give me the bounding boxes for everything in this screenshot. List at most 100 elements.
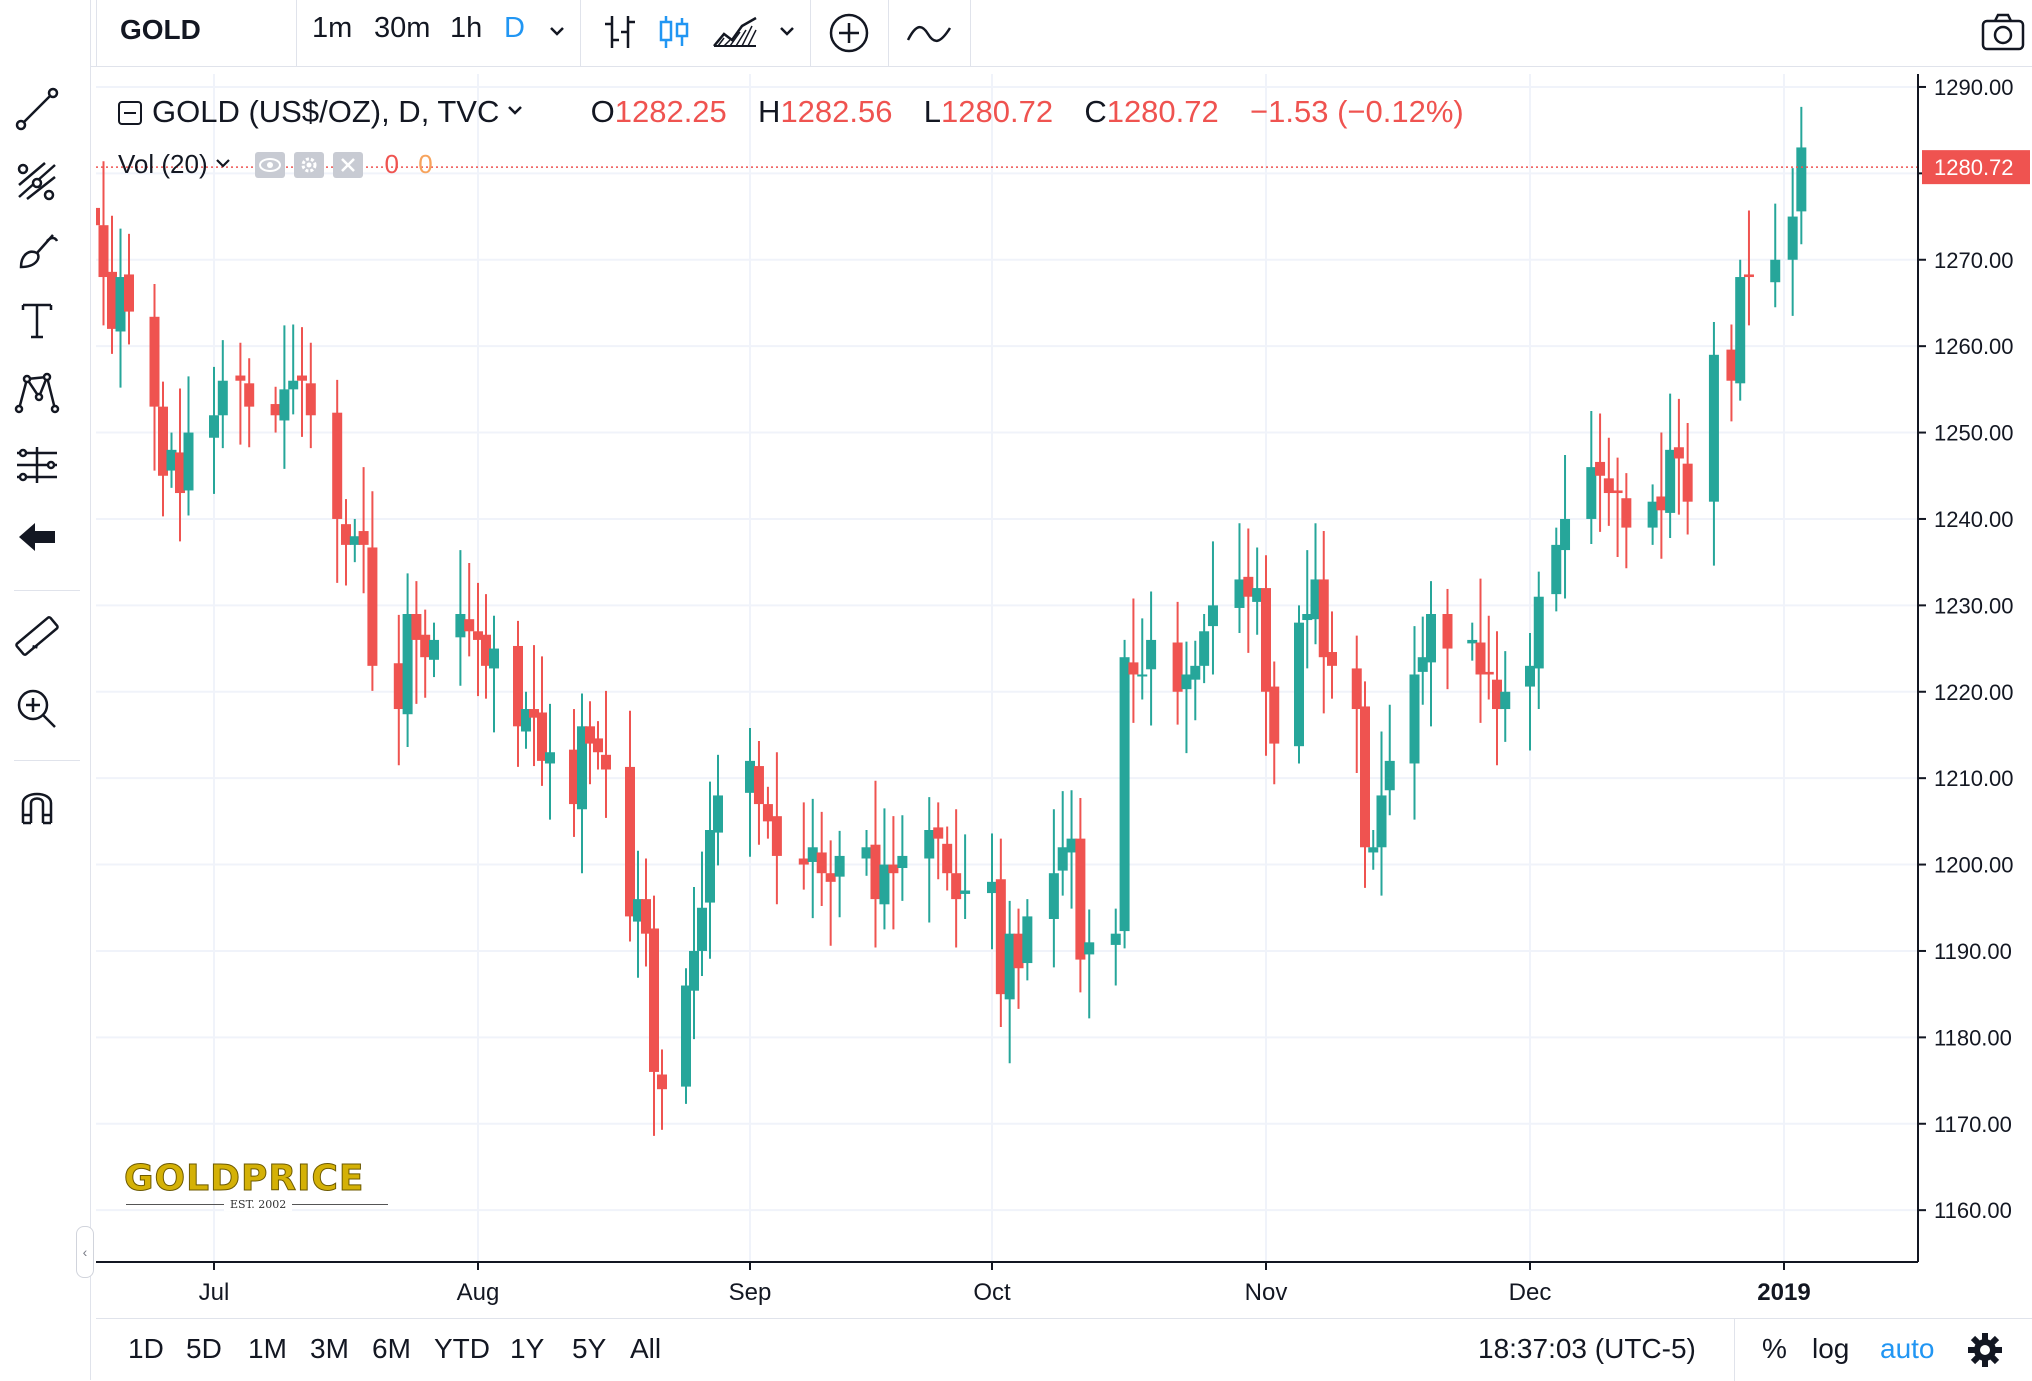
percent-scale-toggle[interactable]: % (1762, 1333, 1787, 1365)
candle-body[interactable] (745, 761, 755, 793)
candle-body[interactable] (817, 852, 827, 873)
candle-body[interactable] (455, 614, 465, 637)
timeframe-1h[interactable]: 1h (450, 12, 482, 45)
candle-body[interactable] (1049, 873, 1059, 919)
candle-body[interactable] (1058, 847, 1068, 870)
candle-body[interactable] (763, 804, 773, 821)
candle-body[interactable] (1665, 450, 1675, 513)
timeframe-dropdown-icon[interactable] (546, 20, 568, 42)
candle-body[interactable] (625, 767, 635, 916)
candle-body[interactable] (689, 951, 699, 991)
candle-body[interactable] (545, 752, 555, 763)
candle-body[interactable] (341, 524, 351, 545)
candle-body[interactable] (1595, 462, 1605, 476)
candle-body[interactable] (1243, 577, 1253, 597)
candle-body[interactable] (489, 649, 499, 669)
bar-chart-type-icon[interactable] (598, 10, 642, 54)
candle-body[interactable] (184, 433, 194, 491)
candle-body[interactable] (1377, 795, 1387, 847)
range-5d[interactable]: 5D (186, 1333, 222, 1365)
volume-settings-gear-icon[interactable] (294, 152, 324, 178)
volume-remove-close-icon[interactable] (333, 152, 363, 178)
candle-body[interactable] (1120, 657, 1130, 931)
candle-body[interactable] (429, 640, 439, 660)
candle-body[interactable] (1128, 662, 1138, 674)
candle-body[interactable] (826, 873, 836, 882)
candle-body[interactable] (1319, 579, 1329, 657)
candle-body[interactable] (1084, 942, 1094, 954)
candle-body[interactable] (1368, 847, 1378, 852)
chart-type-dropdown-icon[interactable] (776, 20, 798, 42)
range-1y[interactable]: 1Y (510, 1333, 544, 1365)
candle-body[interactable] (99, 225, 109, 277)
candle-body[interactable] (601, 755, 611, 770)
candle-body[interactable] (1261, 588, 1271, 692)
brush-icon[interactable] (8, 222, 66, 280)
range-3m[interactable]: 3M (310, 1333, 349, 1365)
range-ytd[interactable]: YTD (434, 1333, 490, 1365)
candle-body[interactable] (1022, 916, 1032, 963)
pattern-tool-icon[interactable] (8, 364, 66, 422)
collapse-toolbar-button[interactable]: ‹ (76, 1226, 94, 1278)
candle-body[interactable] (244, 383, 254, 406)
candle-body[interactable] (288, 381, 298, 390)
candle-body[interactable] (1199, 631, 1209, 666)
candle-body[interactable] (1426, 614, 1436, 662)
timeframe-30m[interactable]: 30m (374, 12, 430, 45)
candle-body[interactable] (951, 873, 961, 899)
candle-body[interactable] (593, 738, 603, 752)
range-all[interactable]: All (630, 1333, 661, 1365)
snapshot-camera-icon[interactable] (1978, 8, 2028, 58)
magnet-icon[interactable] (8, 778, 66, 836)
candle-body[interactable] (862, 847, 872, 858)
candle-body[interactable] (713, 795, 723, 832)
candle-body[interactable] (1744, 274, 1754, 277)
candle-body[interactable] (1294, 623, 1304, 747)
candle-body[interactable] (1327, 652, 1337, 666)
volume-label[interactable]: Vol (20) (118, 149, 208, 179)
candle-body[interactable] (1484, 672, 1494, 675)
candle-body[interactable] (1385, 761, 1395, 790)
volume-visibility-eye-icon[interactable] (255, 152, 285, 178)
candle-body[interactable] (681, 986, 691, 1087)
candle-body[interactable] (1621, 498, 1631, 527)
candle-body[interactable] (1269, 687, 1279, 744)
candle-body[interactable] (1014, 934, 1024, 969)
clock-timezone[interactable]: 18:37:03 (UTC-5) (1478, 1333, 1696, 1365)
volume-dropdown-icon[interactable] (214, 148, 232, 166)
candle-body[interactable] (808, 847, 818, 862)
candle-body[interactable] (1500, 692, 1510, 709)
candle-body[interactable] (879, 865, 889, 905)
zoom-in-icon[interactable] (8, 680, 66, 738)
candle-body[interactable] (1551, 545, 1561, 594)
candle-body[interactable] (1586, 467, 1596, 519)
arrow-left-icon[interactable] (8, 508, 66, 566)
candle-body[interactable] (1360, 706, 1370, 847)
candle-body[interactable] (1534, 597, 1544, 669)
auto-scale-toggle[interactable]: auto (1880, 1333, 1935, 1365)
candle-body[interactable] (1173, 643, 1183, 692)
candle-body[interactable] (235, 376, 245, 381)
compare-symbol-plus-icon[interactable] (826, 10, 872, 56)
candle-body[interactable] (705, 830, 715, 903)
candle-body[interactable] (1443, 614, 1453, 649)
candle-body[interactable] (772, 816, 782, 856)
candle-body[interactable] (996, 879, 1006, 994)
candle-body[interactable] (209, 415, 219, 437)
candle-body[interactable] (1735, 277, 1745, 383)
range-1m[interactable]: 1M (248, 1333, 287, 1365)
candle-body[interactable] (1005, 934, 1015, 1000)
candle-body[interactable] (1111, 934, 1121, 945)
candle-body[interactable] (1234, 579, 1244, 608)
prediction-measure-icon[interactable] (8, 436, 66, 494)
chart-settings-gear-icon[interactable] (1966, 1331, 2004, 1369)
ruler-measure-icon[interactable] (8, 608, 66, 666)
candle-body[interactable] (1208, 605, 1218, 626)
candle-body[interactable] (1525, 666, 1535, 687)
candle-body[interactable] (1683, 464, 1693, 502)
candle-body[interactable] (649, 928, 659, 1071)
candle-body[interactable] (1604, 478, 1614, 493)
range-1d[interactable]: 1D (128, 1333, 164, 1365)
range-6m[interactable]: 6M (372, 1333, 411, 1365)
area-chart-type-icon[interactable] (710, 12, 760, 52)
